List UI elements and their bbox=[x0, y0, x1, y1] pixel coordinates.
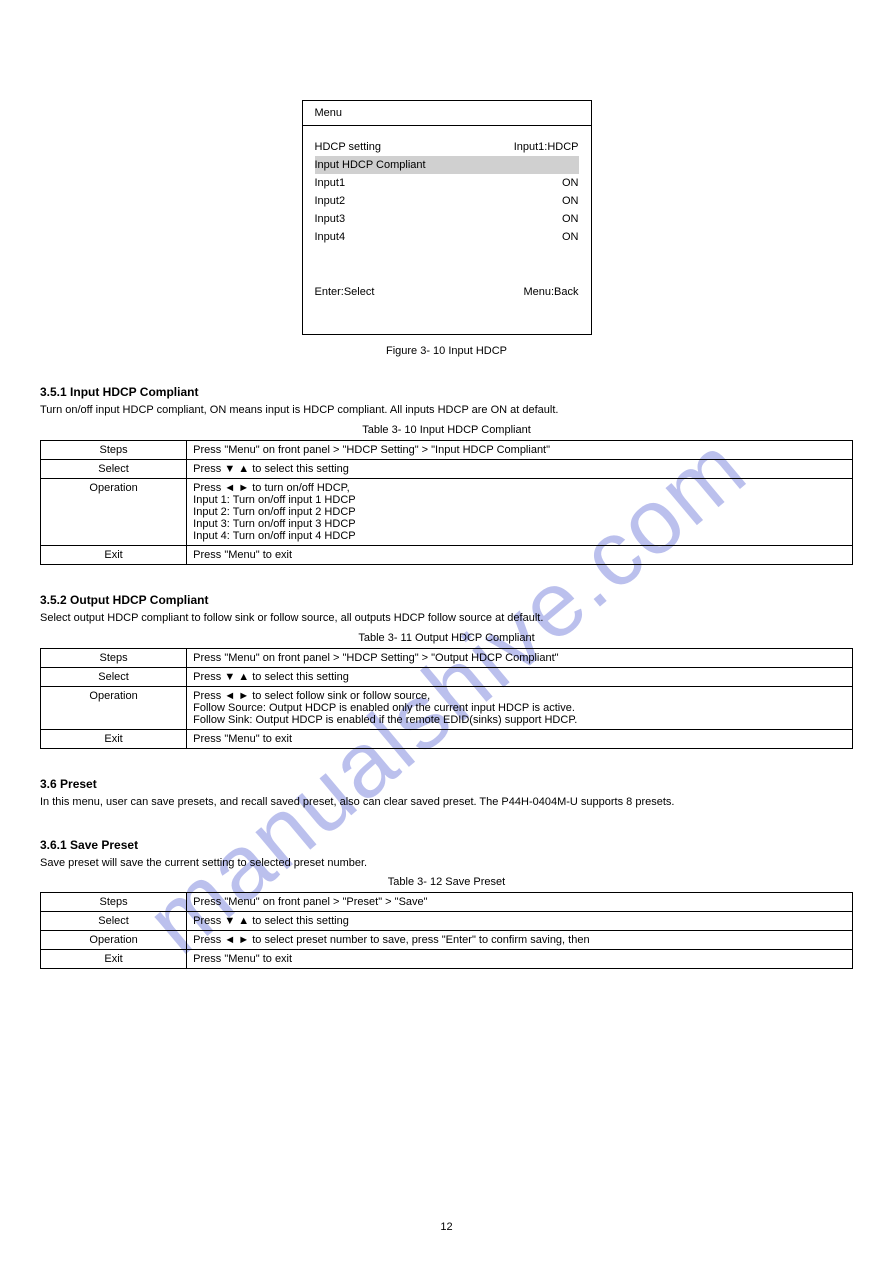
page-number: 12 bbox=[0, 1221, 893, 1233]
row-value: Press ▼ ▲ to select this setting bbox=[187, 459, 853, 478]
instr-table-input-hdcp: Steps Press "Menu" on front panel > "HDC… bbox=[40, 440, 853, 565]
row-value: Press ◄ ► to select preset number to sav… bbox=[187, 931, 853, 950]
table-row: Exit Press "Menu" to exit bbox=[41, 545, 853, 564]
row-value: Press "Menu" to exit bbox=[187, 950, 853, 969]
table-row: Steps Press "Menu" on front panel > "HDC… bbox=[41, 648, 853, 667]
section-title-output-hdcp: 3.5.2 Output HDCP Compliant bbox=[40, 593, 853, 607]
menu-row: Input3 ON bbox=[315, 210, 579, 228]
menu-help-enter: Enter:Select bbox=[315, 286, 375, 298]
row-value: Press "Menu" to exit bbox=[187, 729, 853, 748]
menu-row-value: ON bbox=[562, 231, 579, 243]
row-value: Press "Menu" on front panel > "HDCP Sett… bbox=[187, 648, 853, 667]
menu-row-value: Input1:HDCP bbox=[514, 141, 579, 153]
menu-row-value: ON bbox=[562, 177, 579, 189]
row-value: Press "Menu" to exit bbox=[187, 545, 853, 564]
row-value: Press ▼ ▲ to select this setting bbox=[187, 912, 853, 931]
menu-row-label: HDCP setting bbox=[315, 141, 381, 153]
hdcp-menu-box: Menu HDCP setting Input1:HDCP Input HDCP… bbox=[302, 100, 592, 335]
row-value: Press "Menu" on front panel > "HDCP Sett… bbox=[187, 440, 853, 459]
row-label: Operation bbox=[41, 931, 187, 950]
menu-row: Input2 ON bbox=[315, 192, 579, 210]
table-row: Operation Press ◄ ► to select preset num… bbox=[41, 931, 853, 950]
row-label: Exit bbox=[41, 950, 187, 969]
table-title: Table 3- 10 Input HDCP Compliant bbox=[40, 424, 853, 436]
table-row: Select Press ▼ ▲ to select this setting bbox=[41, 459, 853, 478]
section-desc: Turn on/off input HDCP compliant, ON mea… bbox=[40, 403, 853, 418]
row-label: Steps bbox=[41, 893, 187, 912]
menu-row-value: ON bbox=[562, 195, 579, 207]
section-desc: Save preset will save the current settin… bbox=[40, 856, 853, 871]
menu-row-value: ON bbox=[562, 213, 579, 225]
table-row: Exit Press "Menu" to exit bbox=[41, 729, 853, 748]
menu-row-selected[interactable]: Input HDCP Compliant bbox=[315, 156, 579, 174]
menu-help-back: Menu:Back bbox=[523, 286, 578, 298]
menu-row: Input1 ON bbox=[315, 174, 579, 192]
table-row: Select Press ▼ ▲ to select this setting bbox=[41, 667, 853, 686]
menu-row-label: Input1 bbox=[315, 177, 346, 189]
row-label: Exit bbox=[41, 545, 187, 564]
row-value: Press "Menu" on front panel > "Preset" >… bbox=[187, 893, 853, 912]
menu-row-label: Input HDCP Compliant bbox=[315, 159, 426, 171]
section-title-save-preset: 3.6.1 Save Preset bbox=[40, 838, 853, 852]
row-label: Operation bbox=[41, 686, 187, 729]
row-label: Operation bbox=[41, 478, 187, 545]
menu-row: HDCP setting Input1:HDCP bbox=[315, 138, 579, 156]
section-title-input-hdcp: 3.5.1 Input HDCP Compliant bbox=[40, 385, 853, 399]
table-title: Table 3- 12 Save Preset bbox=[40, 876, 853, 888]
row-value: Press ◄ ► to select follow sink or follo… bbox=[187, 686, 853, 729]
row-label: Steps bbox=[41, 440, 187, 459]
row-label: Exit bbox=[41, 729, 187, 748]
section-title-preset: 3.6 Preset bbox=[40, 777, 853, 791]
menu-header: Menu bbox=[303, 101, 591, 126]
menu-row-label: Input4 bbox=[315, 231, 346, 243]
row-label: Select bbox=[41, 667, 187, 686]
menu-row-label: Input3 bbox=[315, 213, 346, 225]
menu-help-row: Enter:Select Menu:Back bbox=[315, 286, 579, 298]
row-label: Select bbox=[41, 459, 187, 478]
table-row: Steps Press "Menu" on front panel > "HDC… bbox=[41, 440, 853, 459]
row-label: Steps bbox=[41, 648, 187, 667]
row-label: Select bbox=[41, 912, 187, 931]
menu-row: Input4 ON bbox=[315, 228, 579, 246]
section-desc: In this menu, user can save presets, and… bbox=[40, 795, 853, 810]
table-row: Select Press ▼ ▲ to select this setting bbox=[41, 912, 853, 931]
instr-table-output-hdcp: Steps Press "Menu" on front panel > "HDC… bbox=[40, 648, 853, 749]
section-desc: Select output HDCP compliant to follow s… bbox=[40, 611, 853, 626]
row-value: Press ▼ ▲ to select this setting bbox=[187, 667, 853, 686]
table-row: Steps Press "Menu" on front panel > "Pre… bbox=[41, 893, 853, 912]
table-row: Operation Press ◄ ► to turn on/off HDCP,… bbox=[41, 478, 853, 545]
row-value: Press ◄ ► to turn on/off HDCP, Input 1: … bbox=[187, 478, 853, 545]
table-title: Table 3- 11 Output HDCP Compliant bbox=[40, 632, 853, 644]
table-row: Operation Press ◄ ► to select follow sin… bbox=[41, 686, 853, 729]
menu-row-label: Input2 bbox=[315, 195, 346, 207]
instr-table-save-preset: Steps Press "Menu" on front panel > "Pre… bbox=[40, 892, 853, 969]
figure-caption: Figure 3- 10 Input HDCP bbox=[40, 345, 853, 357]
table-row: Exit Press "Menu" to exit bbox=[41, 950, 853, 969]
